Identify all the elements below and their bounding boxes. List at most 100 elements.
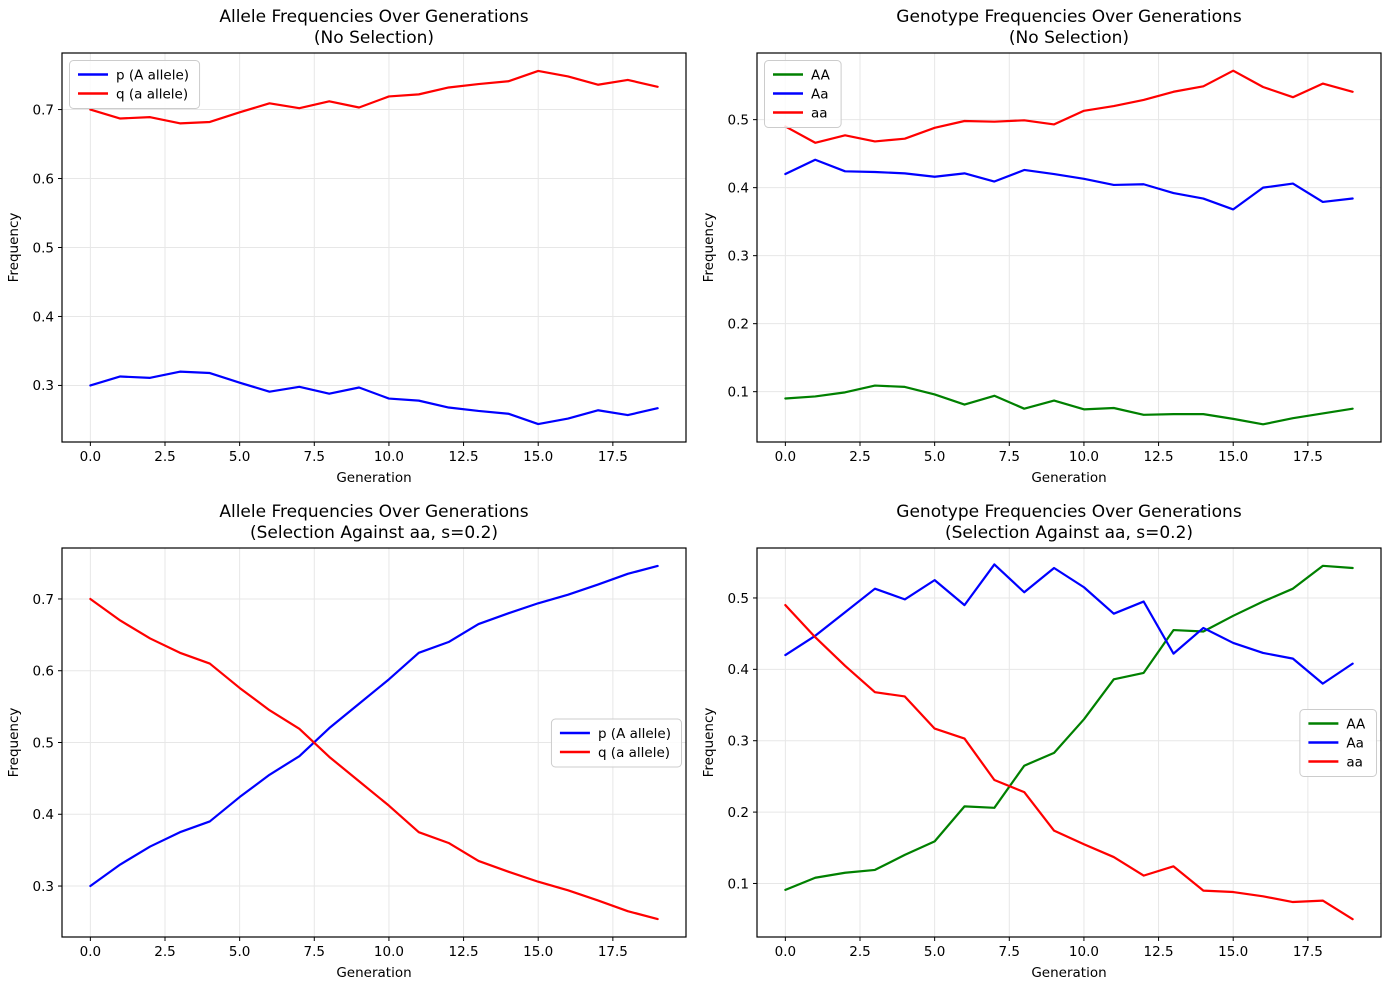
y-tick-label: 0.4 (728, 180, 749, 196)
x-tick-label: 0.0 (80, 944, 101, 960)
y-tick-label: 0.5 (728, 591, 749, 607)
x-tick-label: 0.0 (775, 449, 796, 465)
legend-label: p (A allele) (116, 67, 189, 83)
y-axis-label: Frequency (6, 213, 22, 283)
legend: p (A allele) q (a allele) (69, 60, 201, 109)
x-tick-label: 17.5 (598, 944, 628, 960)
x-tick-label: 12.5 (449, 944, 479, 960)
subplot-allele-no-selection: 0.0 2.5 5.0 7.5 10.0 12.5 15.0 17.5 0.3 0.4 0.5 0.6… (0, 0, 694, 495)
chart-subtitle: (No Selection) (313, 28, 435, 48)
legend-frame (550, 718, 682, 768)
y-tick-label: 0.6 (33, 664, 54, 680)
y-tick-label: 0.1 (728, 384, 749, 400)
x-tick-label: 7.5 (999, 449, 1020, 465)
y-tick-label: 0.4 (33, 309, 54, 325)
x-axis-label: Generation (336, 965, 411, 981)
axes-spines (756, 547, 1382, 938)
y-tick-label: 0.3 (728, 734, 749, 750)
y-tick-label: 0.4 (728, 662, 749, 678)
y-axis-label: Frequency (6, 708, 22, 778)
legend-label: p (A allele) (598, 726, 671, 742)
x-tick-label: 12.5 (1144, 449, 1174, 465)
y-tick-label: 0.3 (33, 879, 54, 895)
x-tick-label: 10.0 (374, 449, 404, 465)
x-tick-label: 12.5 (1144, 944, 1174, 960)
legend-frame (69, 60, 201, 109)
chart-subtitle: (Selection Against aa, s=0.2) (944, 523, 1194, 543)
legend-label: aa (1346, 754, 1363, 770)
x-tick-label: 17.5 (1293, 449, 1323, 465)
plot-area-allele-no-selection: 0.0 2.5 5.0 7.5 10.0 12.5 15.0 17.5 0.3 0.4 0.5 0.6… (6, 52, 687, 486)
series-line (89, 370, 659, 426)
x-tick-label: 15.0 (523, 449, 553, 465)
x-tick-label: 5.0 (924, 449, 945, 465)
legend-label: q (a allele) (116, 86, 188, 102)
y-tick-label: 0.1 (728, 876, 749, 892)
x-tick-label: 0.0 (775, 944, 796, 960)
chart-title-block: Allele Frequencies Over Generations (Sel… (62, 502, 686, 544)
plot-area-genotype-no-selection: 0.0 2.5 5.0 7.5 10.0 12.5 15.0 17.5 0.1 0.2 0.3 0.4… (701, 52, 1382, 486)
x-tick-label: 5.0 (924, 944, 945, 960)
chart-subtitle: (Selection Against aa, s=0.2) (249, 523, 499, 543)
chart-title-block: Genotype Frequencies Over Generations (N… (757, 7, 1381, 49)
legend: AA Aa aa (1299, 709, 1377, 777)
legend-label: Aa (1346, 735, 1364, 751)
chart-title: Genotype Frequencies Over Generations (896, 502, 1242, 522)
x-tick-label: 17.5 (598, 449, 628, 465)
y-tick-label: 0.3 (33, 378, 54, 394)
series-line (784, 158, 1354, 211)
x-tick-label: 5.0 (229, 449, 250, 465)
x-tick-label: 5.0 (229, 944, 250, 960)
series-line (784, 563, 1354, 685)
axes-background (757, 548, 1381, 937)
y-tick-label: 0.5 (33, 240, 54, 256)
subplot-allele-selection: 0.0 2.5 5.0 7.5 10.0 12.5 15.0 17.5 0.3 0.4 0.5 0.6… (0, 495, 694, 990)
y-axis-label: Frequency (701, 213, 717, 283)
x-tick-label: 17.5 (1293, 944, 1323, 960)
legend-label: q (a allele) (598, 745, 670, 761)
y-tick-label: 0.2 (728, 316, 749, 332)
legend-label: AA (811, 67, 831, 83)
axes-background (757, 53, 1381, 442)
x-tick-label: 0.0 (80, 449, 101, 465)
series-line (784, 384, 1354, 426)
x-tick-label: 2.5 (849, 449, 870, 465)
y-tick-label: 0.5 (33, 735, 54, 751)
series-line (784, 603, 1354, 921)
x-tick-label: 15.0 (1218, 944, 1248, 960)
x-tick-label: 15.0 (1218, 449, 1248, 465)
legend-label: AA (1346, 716, 1366, 732)
x-axis-label: Generation (1031, 965, 1106, 981)
x-tick-label: 10.0 (1069, 944, 1099, 960)
x-tick-label: 10.0 (374, 944, 404, 960)
x-tick-label: 7.5 (999, 944, 1020, 960)
legend-label: Aa (811, 86, 829, 102)
chart-title: Allele Frequencies Over Generations (219, 7, 529, 27)
y-tick-label: 0.2 (728, 805, 749, 821)
y-tick-label: 0.4 (33, 807, 54, 823)
x-tick-label: 7.5 (304, 944, 325, 960)
chart-subtitle: (No Selection) (1008, 28, 1130, 48)
x-tick-label: 7.5 (304, 449, 325, 465)
y-tick-label: 0.7 (33, 102, 54, 118)
legend: p (A allele) q (a allele) (550, 718, 682, 768)
chart-title: Allele Frequencies Over Generations (219, 502, 529, 522)
x-tick-label: 10.0 (1069, 449, 1099, 465)
y-tick-label: 0.7 (33, 592, 54, 608)
legend-label: aa (811, 105, 828, 121)
chart-title-block: Allele Frequencies Over Generations (No … (62, 7, 686, 49)
axes-spines (756, 52, 1382, 443)
plot-area-allele-selection: 0.0 2.5 5.0 7.5 10.0 12.5 15.0 17.5 0.3 0.4 0.5 0.6… (6, 547, 687, 981)
x-axis-label: Generation (1031, 470, 1106, 486)
plot-area-genotype-selection: 0.0 2.5 5.0 7.5 10.0 12.5 15.0 17.5 0.1 0.2 0.3 0.4… (701, 547, 1382, 981)
x-tick-label: 2.5 (849, 944, 870, 960)
series-line (89, 597, 659, 921)
y-tick-label: 0.3 (728, 248, 749, 264)
series-line (784, 564, 1354, 891)
y-tick-label: 0.5 (728, 112, 749, 128)
x-tick-label: 12.5 (449, 449, 479, 465)
series-line (784, 69, 1354, 144)
subplot-genotype-selection: 0.0 2.5 5.0 7.5 10.0 12.5 15.0 17.5 0.1 0.2 0.3 0.4… (695, 495, 1389, 990)
x-tick-label: 2.5 (154, 449, 175, 465)
